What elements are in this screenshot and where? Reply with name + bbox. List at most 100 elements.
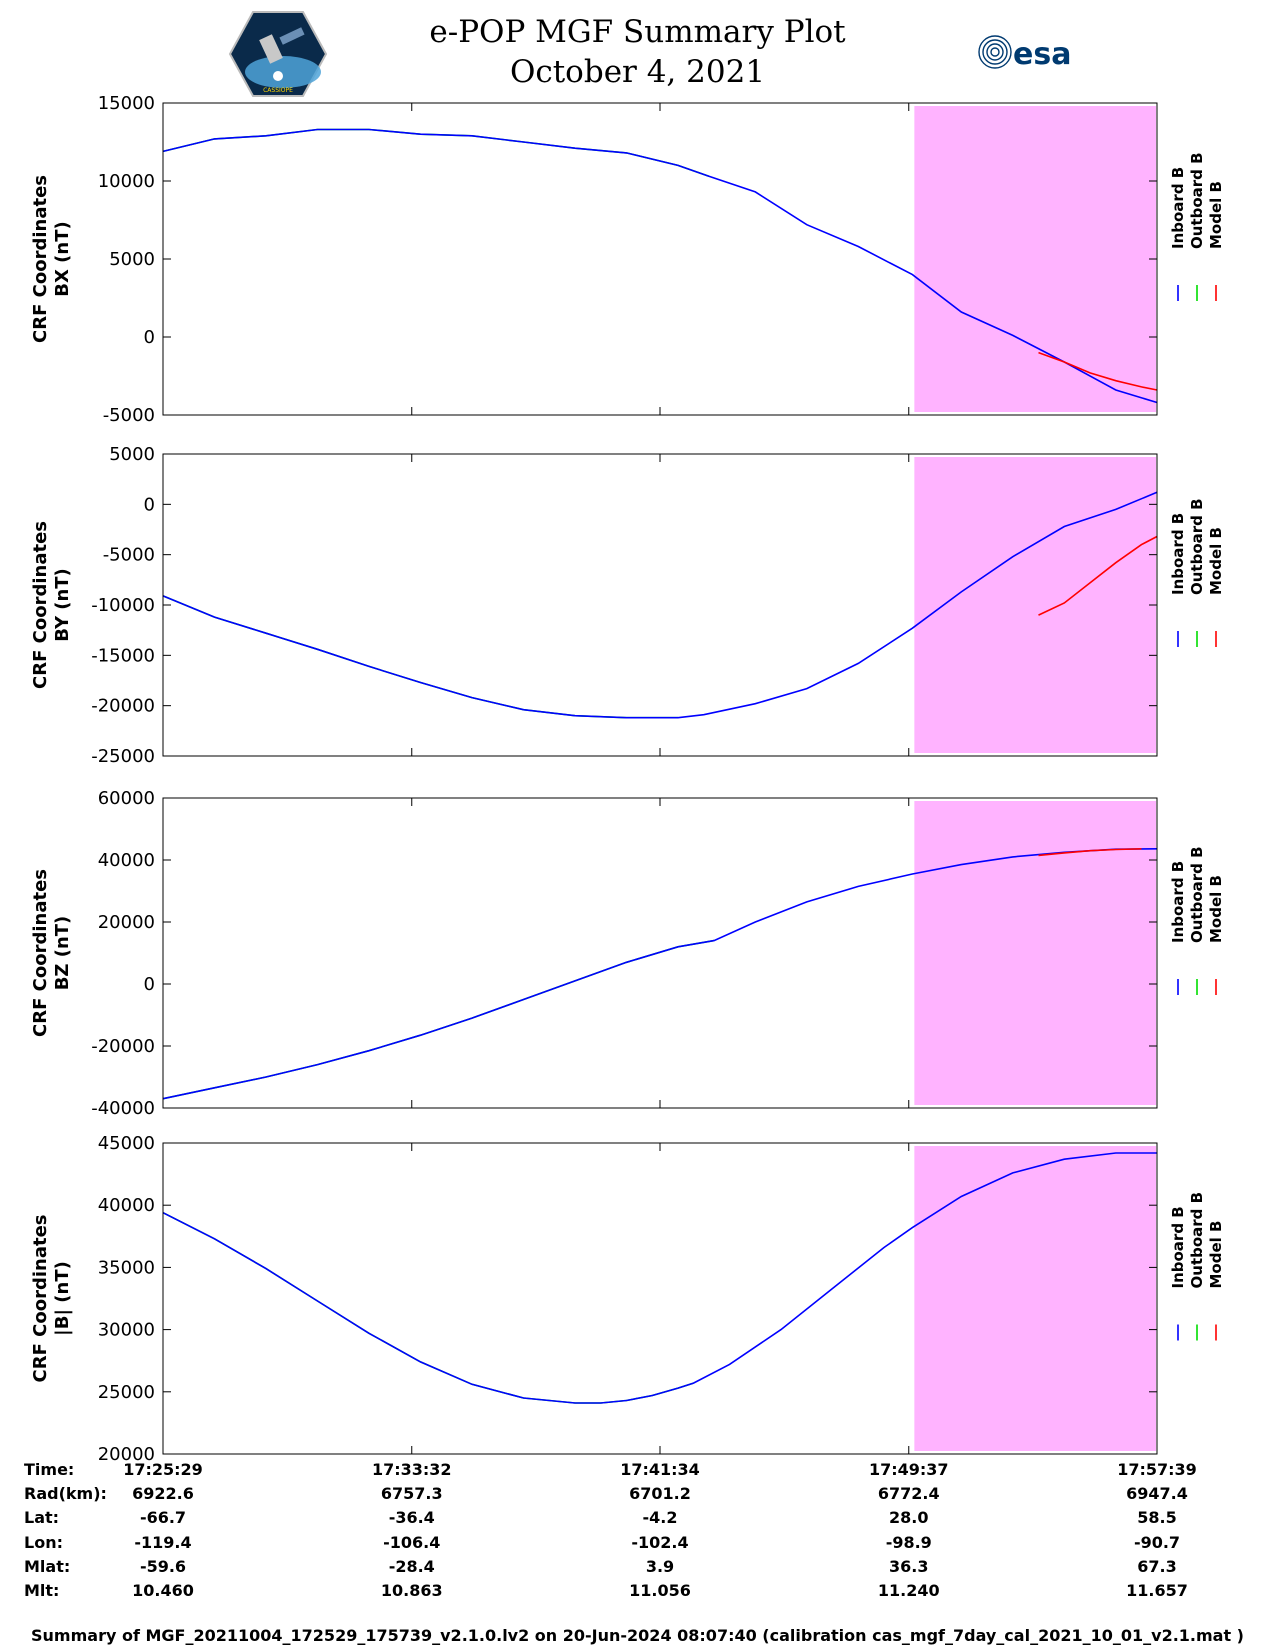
orbit-cell: 36.3 (889, 1557, 929, 1576)
y-tick-label: 5000 (109, 444, 155, 465)
y-tick-label: 40000 (98, 850, 155, 871)
orbit-cell: -90.7 (1133, 1533, 1181, 1552)
orbit-cell: 11.056 (629, 1581, 691, 1600)
svg-text:esa: esa (1013, 37, 1071, 72)
y-axis-label-line1: CRF Coordinates (30, 175, 51, 343)
legend-label: Inboard B (1169, 1206, 1187, 1288)
svg-text:CASSIOPE: CASSIOPE (263, 87, 293, 94)
y-tick-label: -20000 (91, 696, 155, 717)
orbit-cell: 6947.4 (1126, 1484, 1188, 1503)
orbit-cell: 11.657 (1126, 1581, 1188, 1600)
y-axis-label-line2: |B| (nT) (52, 1261, 73, 1336)
esa-logo: esa (978, 35, 1071, 72)
orbit-cell: 17:49:37 (868, 1460, 949, 1479)
orbit-cell: -4.2 (642, 1508, 678, 1527)
y-axis-label-line1: CRF Coordinates (30, 1215, 51, 1383)
y-tick-label: 10000 (98, 171, 155, 192)
y-tick-label: 60000 (98, 788, 155, 809)
legend-label: Outboard B (1188, 498, 1206, 595)
orbit-cell: 6757.3 (380, 1484, 443, 1503)
y-axis-label-line1: CRF Coordinates (30, 521, 51, 689)
orbit-cell: 3.9 (645, 1557, 675, 1576)
y-tick-label: -40000 (91, 1098, 155, 1119)
legend-label: Outboard B (1188, 846, 1206, 943)
orbit-cell: 17:41:34 (620, 1460, 700, 1479)
y-axis-label-line2: BX (nT) (52, 221, 73, 296)
y-tick-label: 25000 (98, 1382, 155, 1403)
orbit-cell: -106.4 (383, 1533, 441, 1552)
legend-label: Model B (1207, 181, 1225, 249)
legend-label: Outboard B (1188, 152, 1206, 249)
y-tick-label: 0 (144, 494, 155, 515)
y-axis-label-line2: BZ (nT) (52, 916, 73, 991)
y-tick-label: 35000 (98, 1257, 155, 1278)
chart-title-line1: e-POP MGF Summary Plot (429, 14, 846, 50)
legend-label: Model B (1207, 527, 1225, 595)
y-tick-label: 45000 (98, 1133, 155, 1154)
chart-panel-1: -5000 0 5000 10000 15000 CRF Coordinates BX (n… (30, 93, 1225, 426)
legend-label: Outboard B (1188, 1192, 1206, 1289)
orbit-cell: 67.3 (1137, 1557, 1177, 1576)
legend-label: Model B (1207, 1221, 1225, 1289)
orbit-cell: 17:25:29 (123, 1460, 203, 1479)
y-tick-label: 20000 (98, 1444, 155, 1465)
chart-panel-2: -25000 -20000 -15000 -10000 -5000 0 5000 CRF Co… (30, 444, 1225, 767)
orbit-row-label: Mlt: (24, 1581, 60, 1600)
highlight-region (914, 1146, 1156, 1451)
orbit-cell: -102.4 (631, 1533, 689, 1552)
orbit-row-label: Mlat: (24, 1557, 71, 1576)
y-tick-label: 15000 (98, 93, 155, 114)
y-tick-label: 0 (144, 327, 155, 348)
series-line-inboard (162, 848, 1158, 1100)
chart-panel-4: 20000 25000 30000 35000 40000 45000 CRF Coordi… (30, 1133, 1225, 1465)
highlight-region (914, 106, 1156, 412)
y-tick-label: -15000 (91, 645, 155, 666)
series-line-model (1038, 351, 1158, 391)
footnote: Summary of MGF_20211004_172529_175739_v2… (31, 1626, 1244, 1645)
y-axis-label-line1: CRF Coordinates (30, 869, 51, 1037)
orbit-cell: -36.4 (388, 1508, 435, 1527)
orbit-cell: 6922.6 (132, 1484, 194, 1503)
orbit-cell: 17:57:39 (1117, 1460, 1197, 1479)
chart-panel-3: -40000 -20000 0 20000 40000 60000 CRF Coordina… (30, 788, 1225, 1119)
highlight-region (914, 801, 1156, 1105)
orbit-cell: 6701.2 (629, 1484, 691, 1503)
orbit-cell: 10.460 (132, 1581, 194, 1600)
y-tick-label: 40000 (98, 1195, 155, 1216)
y-tick-label: -5000 (103, 545, 155, 566)
orbit-cell: -98.9 (885, 1533, 932, 1552)
y-axis-label-line2: BY (nT) (52, 568, 73, 642)
orbit-row-label: Time: (24, 1460, 75, 1479)
series-line-model (1038, 848, 1142, 857)
series-line-inboard (162, 1152, 1157, 1404)
orbit-cell: 10.863 (380, 1581, 443, 1600)
orbit-cell: -119.4 (134, 1533, 192, 1552)
y-tick-label: -10000 (91, 595, 155, 616)
y-tick-label: -20000 (91, 1036, 155, 1057)
legend-label: Model B (1207, 875, 1225, 943)
series-line-inboard (162, 128, 1158, 404)
y-tick-label: -25000 (91, 746, 155, 767)
y-tick-label: -5000 (103, 405, 155, 426)
orbit-cell: 58.5 (1137, 1508, 1177, 1527)
orbit-row-label: Rad(km): (24, 1484, 107, 1503)
orbit-row-label: Lon: (24, 1533, 63, 1552)
y-tick-label: 0 (144, 974, 155, 995)
series-line-inboard (162, 491, 1158, 719)
orbit-cell: -59.6 (139, 1557, 187, 1576)
orbit-cell: 28.0 (889, 1508, 929, 1527)
orbit-cell: 6772.4 (877, 1484, 940, 1503)
orbit-cell: 11.240 (877, 1581, 940, 1600)
y-tick-label: 5000 (109, 249, 155, 270)
y-tick-label: 20000 (98, 912, 155, 933)
highlight-region (914, 457, 1156, 753)
series-line-model (1038, 535, 1158, 616)
orbit-cell: 17:33:32 (371, 1460, 452, 1479)
legend-label: Inboard B (1169, 513, 1187, 595)
y-tick-label: 30000 (98, 1320, 155, 1341)
legend-label: Inboard B (1169, 167, 1187, 249)
chart-title-line2: October 4, 2021 (509, 54, 766, 90)
legend-label: Inboard B (1169, 861, 1187, 943)
